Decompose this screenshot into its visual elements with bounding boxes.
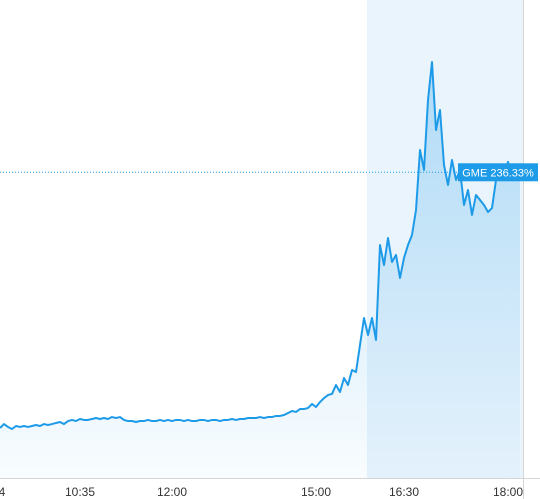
x-tick-label: 15:00 [301,485,331,499]
line [0,61,521,431]
x-tick-label: 4 [0,485,6,499]
last-value-label: GME 236.33% [462,167,534,179]
value-label: 236.33% [490,167,534,179]
series-name: GME [462,167,487,179]
x-tick-label: 18:00 [493,485,523,499]
x-tick-label: 16:30 [389,485,419,499]
area [0,62,520,479]
x-tick-label: 10:35 [65,485,95,499]
last-value-box [458,163,538,182]
x-tick-label: 12:00 [157,485,187,499]
